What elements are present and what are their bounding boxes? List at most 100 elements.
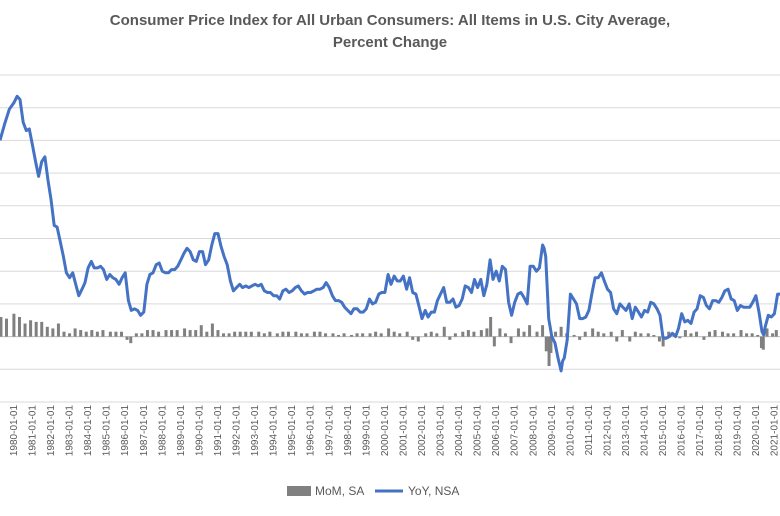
- mom-bar: [639, 333, 643, 337]
- mom-bar: [547, 336, 551, 367]
- mom-bar: [129, 336, 133, 344]
- mom-bar: [652, 334, 656, 337]
- x-tick-label: 2018-01-01: [714, 405, 725, 457]
- mom-bar: [516, 328, 520, 337]
- mom-bar: [205, 331, 209, 337]
- mom-bar: [405, 331, 409, 337]
- x-tick-label: 1992-01-01: [232, 405, 243, 457]
- mom-bar: [549, 336, 553, 353]
- chart-title-line-1: Consumer Price Index for All Urban Consu…: [109, 12, 671, 29]
- x-tick-label: 1985-01-01: [102, 405, 113, 457]
- mom-bar: [275, 333, 279, 337]
- mom-bar: [125, 336, 129, 340]
- mom-bar: [305, 333, 309, 337]
- mom-bar: [461, 331, 465, 337]
- mom-bar: [281, 331, 285, 337]
- x-tick-label: 1983-01-01: [65, 405, 76, 457]
- mom-bar: [544, 336, 548, 352]
- mom-bar: [199, 325, 203, 337]
- x-tick-label: 2016-01-01: [677, 405, 688, 457]
- x-tick-label: 1981-01-01: [28, 405, 39, 457]
- mom-bar: [164, 330, 168, 337]
- mom-bar: [702, 336, 706, 340]
- mom-bar: [628, 336, 632, 342]
- x-tick-label: 1982-01-01: [46, 405, 57, 457]
- mom-bar: [503, 333, 507, 337]
- x-tick-label: 2002-01-01: [417, 405, 428, 457]
- x-tick-label: 1999-01-01: [361, 405, 372, 457]
- mom-bar: [79, 330, 83, 337]
- mom-bar: [745, 333, 749, 337]
- x-tick-label: 1996-01-01: [306, 405, 317, 457]
- mom-bar: [238, 331, 242, 337]
- mom-bar: [342, 333, 346, 337]
- mom-bar: [95, 331, 99, 337]
- mom-bar: [442, 326, 446, 337]
- mom-bar: [479, 330, 483, 337]
- mom-bar: [101, 330, 105, 337]
- mom-bar: [609, 331, 613, 337]
- x-tick-label: 2019-01-01: [732, 405, 743, 457]
- mom-bar: [596, 331, 600, 337]
- mom-bar: [489, 316, 493, 337]
- mom-bar: [678, 336, 682, 339]
- mom-bar: [244, 331, 248, 337]
- mom-bar: [73, 328, 77, 337]
- mom-bar: [765, 328, 769, 337]
- mom-bar: [151, 330, 155, 337]
- mom-bar: [324, 333, 328, 337]
- mom-bar: [140, 333, 144, 337]
- mom-bar: [108, 331, 112, 337]
- mom-bar: [68, 333, 72, 337]
- mom-bar: [355, 333, 359, 337]
- mom-bar: [145, 330, 149, 337]
- mom-bar: [119, 331, 123, 337]
- x-tick-label: 1989-01-01: [176, 405, 187, 457]
- x-tick-label: 1998-01-01: [343, 405, 354, 457]
- mom-bar: [739, 330, 743, 337]
- mom-bar: [683, 330, 687, 337]
- mom-bar: [84, 331, 88, 337]
- mom-bar: [492, 336, 496, 347]
- mom-bar: [472, 331, 476, 337]
- mom-bar: [40, 321, 44, 337]
- mom-bar: [416, 336, 420, 342]
- mom-bar: [286, 331, 290, 337]
- mom-bar: [374, 331, 378, 337]
- mom-bar: [726, 333, 730, 337]
- x-tick-label: 2020-01-01: [751, 405, 762, 457]
- mom-bar: [4, 318, 8, 337]
- mom-bar: [361, 333, 365, 337]
- mom-bar: [756, 334, 760, 337]
- mom-bar: [424, 333, 428, 337]
- gridlines: [0, 74, 780, 403]
- x-tick-label: 1984-01-01: [83, 405, 94, 457]
- mom-bar: [466, 330, 470, 337]
- x-tick-label: 1993-01-01: [250, 405, 261, 457]
- x-tick-label: 1997-01-01: [324, 405, 335, 457]
- mom-bar: [667, 331, 671, 337]
- mom-bar: [134, 333, 138, 337]
- mom-bar: [620, 330, 624, 337]
- mom-bar: [268, 331, 272, 337]
- mom-bar: [183, 328, 187, 337]
- mom-bar: [249, 331, 253, 337]
- x-tick-label: 1986-01-01: [120, 405, 131, 457]
- x-tick-label: 1990-01-01: [194, 405, 205, 457]
- mom-bar: [175, 330, 179, 337]
- mom-bar: [233, 331, 237, 337]
- mom-bar: [337, 334, 341, 337]
- x-tick-label: 1991-01-01: [213, 405, 224, 457]
- mom-bar: [541, 325, 545, 337]
- x-tick-label: 2005-01-01: [473, 405, 484, 457]
- mom-bar: [774, 330, 778, 337]
- x-tick-label: 2009-01-01: [547, 405, 558, 457]
- mom-bar: [761, 336, 765, 350]
- mom-bar: [559, 326, 563, 337]
- mom-bar: [210, 323, 214, 337]
- mom-bar: [216, 330, 220, 337]
- mom-bar: [528, 325, 532, 337]
- mom-bar: [368, 333, 372, 337]
- x-tick-label: 2008-01-01: [528, 405, 539, 457]
